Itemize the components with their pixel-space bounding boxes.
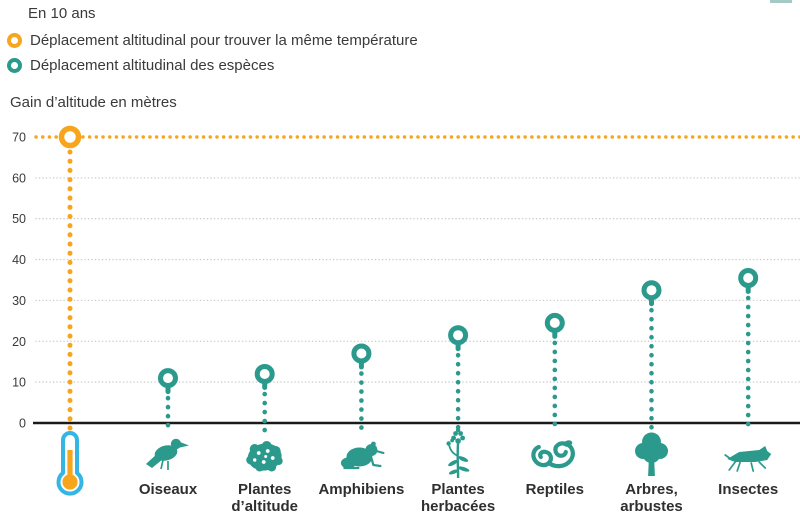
y-tick-30: 30	[12, 294, 26, 308]
lollipop-marker	[448, 325, 469, 346]
y-tick-0: 0	[19, 417, 26, 431]
y-tick-20: 20	[12, 335, 26, 349]
category-label: Reptiles	[526, 481, 584, 498]
category-label: Insectes	[718, 481, 778, 498]
teal-ring-icon	[7, 58, 22, 73]
lollipop-marker	[158, 368, 178, 389]
legend-title: En 10 ans	[28, 5, 96, 22]
y-tick-70: 70	[12, 131, 26, 145]
category-label: Amphibiens	[318, 481, 404, 498]
lollipop-marker	[641, 280, 662, 301]
corner-decor	[770, 0, 792, 3]
category-label: Plantes herbacées	[421, 481, 495, 515]
y-tick-10: 10	[12, 376, 26, 390]
legend-item-species: Déplacement altitudinal des espèces	[7, 57, 274, 74]
y-tick-50: 50	[12, 212, 26, 226]
tree-icon	[635, 432, 668, 476]
category-label: Plantes d’altitude	[231, 481, 298, 515]
cushion-plant-icon	[246, 441, 283, 472]
axis-title: Gain d’altitude en mètres	[10, 94, 177, 111]
legend-item-label: Déplacement altitudinal pour trouver la …	[30, 32, 418, 49]
lollipop-marker	[351, 343, 372, 364]
grasshopper-icon	[724, 446, 772, 472]
orange-ring-icon	[7, 33, 22, 48]
y-tick-40: 40	[12, 253, 26, 267]
thermometer-icon	[56, 431, 84, 496]
y-tick-60: 60	[12, 171, 26, 185]
lollipop-marker	[738, 268, 759, 288]
category-label: Oiseaux	[139, 481, 198, 498]
reference-marker	[58, 125, 82, 149]
lollipop-marker	[254, 364, 275, 384]
bird-icon	[146, 438, 189, 470]
category-label: Arbres, arbustes	[620, 481, 683, 515]
frog-icon	[340, 441, 385, 470]
legend-item-label: Déplacement altitudinal des espèces	[30, 57, 275, 74]
legend-item-temperature: Déplacement altitudinal pour trouver la …	[7, 32, 418, 49]
lollipop-marker	[544, 312, 565, 333]
herb-plant-icon	[446, 427, 470, 479]
snake-icon	[531, 440, 575, 469]
